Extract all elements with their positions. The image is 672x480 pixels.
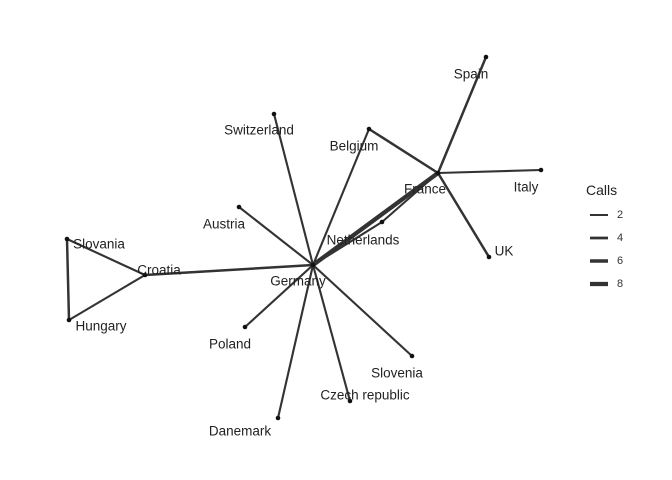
edge-germany-croatia: [144, 263, 314, 277]
node-label-danemark: Danemark: [209, 424, 272, 439]
edge-france-spain: [436, 56, 488, 174]
node-label-uk: UK: [495, 244, 514, 259]
node-label-belgium: Belgium: [330, 139, 379, 154]
node-label-italy: Italy: [514, 180, 539, 195]
node-france: [435, 170, 441, 176]
edge-germany-switzerland: [272, 113, 315, 266]
node-label-poland: Poland: [209, 337, 251, 352]
legend: Calls 2 4 6 8: [586, 182, 623, 290]
node-label-slovania: Slovania: [73, 237, 125, 252]
legend-title: Calls: [586, 182, 617, 198]
legend-label-4: 4: [617, 232, 623, 244]
edge-croatia-slovania: [66, 238, 146, 276]
edge-germany-austria: [238, 206, 314, 266]
node-croatia: [142, 272, 148, 278]
node-austria: [236, 204, 242, 210]
node-label-hungary: Hungary: [75, 319, 126, 334]
legend-entries: 2 4 6 8: [590, 209, 623, 290]
node-germany: [310, 262, 316, 268]
node-label-slovenia: Slovenia: [371, 366, 423, 381]
edge-germany-czech-republic: [311, 264, 352, 402]
node-slovania: [64, 236, 70, 242]
edge-france-italy: [437, 168, 542, 175]
node-belgium: [366, 126, 372, 132]
edge-germany-danemark: [276, 264, 315, 419]
edges-layer: [65, 56, 542, 419]
node-label-croatia: Croatia: [137, 263, 181, 278]
labels-layer: Spain Switzerland Belgium France Italy Austri…: [73, 67, 539, 439]
edge-france-germany: [311, 171, 440, 267]
node-czech-republic: [347, 398, 353, 404]
edge-germany-slovenia: [312, 264, 413, 357]
node-label-austria: Austria: [203, 217, 246, 232]
nodes-layer: [64, 54, 544, 421]
node-spain: [483, 54, 489, 60]
edge-france-uk: [436, 172, 491, 258]
node-uk: [486, 254, 492, 260]
node-switzerland: [271, 111, 277, 117]
node-label-netherlands: Netherlands: [327, 233, 400, 248]
node-label-germany: Germany: [270, 274, 326, 289]
node-netherlands: [379, 219, 385, 225]
node-label-czech-republic: Czech republic: [320, 388, 410, 403]
node-danemark: [275, 415, 281, 421]
node-italy: [538, 167, 544, 173]
legend-label-2: 2: [617, 209, 623, 221]
node-slovenia: [409, 353, 415, 359]
node-label-france: France: [404, 182, 446, 197]
node-poland: [242, 324, 248, 330]
legend-label-6: 6: [617, 255, 623, 267]
edge-france-belgium: [368, 127, 439, 175]
legend-label-8: 8: [617, 278, 623, 290]
edge-germany-netherlands: [312, 221, 383, 266]
node-label-spain: Spain: [454, 67, 489, 82]
node-label-switzerland: Switzerland: [224, 123, 294, 138]
node-hungary: [66, 317, 72, 323]
edge-germany-poland: [244, 264, 314, 328]
edge-germany-belgium: [312, 128, 370, 266]
edge-croatia-hungary: [68, 274, 146, 321]
edge-slovania-hungary: [65, 238, 71, 321]
